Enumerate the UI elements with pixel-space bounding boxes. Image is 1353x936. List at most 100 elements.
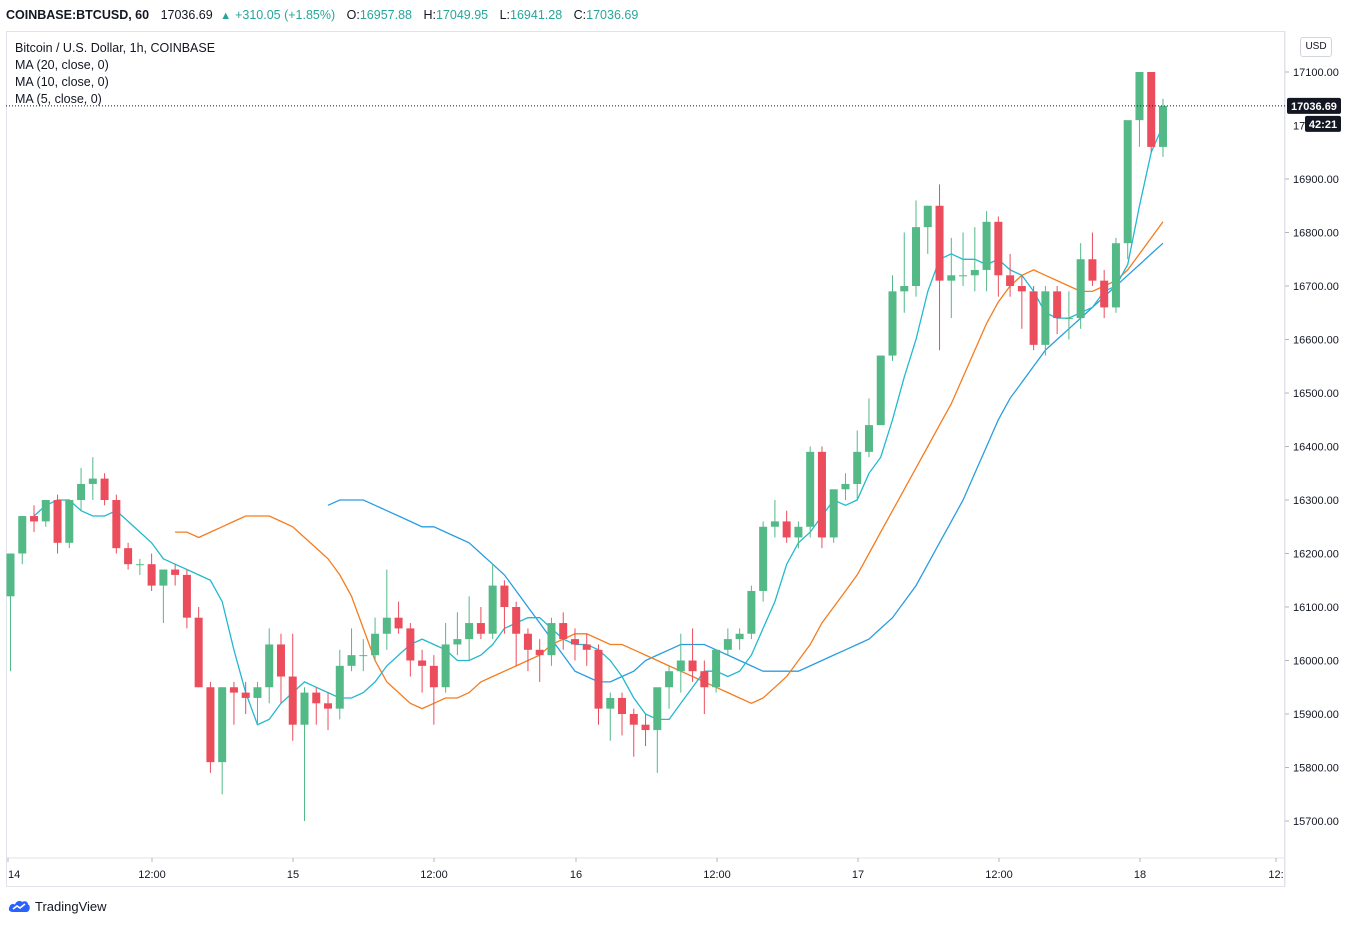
legend-ma20[interactable]: MA (20, close, 0) [15, 58, 109, 72]
candle-down [276, 644, 285, 677]
x-tick-label: 17 [852, 869, 864, 881]
candle-down [618, 697, 627, 714]
candle-down [288, 676, 297, 725]
x-tick-label: 14 [8, 869, 20, 881]
candle-up [453, 639, 462, 645]
candle-down [935, 205, 944, 281]
y-tick-label: 16700.00 [1293, 281, 1339, 293]
legend-ma10[interactable]: MA (10, close, 0) [15, 75, 109, 89]
candle-down [1147, 72, 1156, 147]
candle-down [629, 714, 638, 725]
last-price-text: 17036.69 [1291, 101, 1337, 113]
candle-up [77, 483, 86, 500]
candle-down [688, 660, 697, 672]
candle-down [171, 569, 180, 575]
y-tick-label: 15700.00 [1293, 816, 1339, 828]
y-tick-label: 17100.00 [1293, 67, 1339, 79]
candle-down [1017, 286, 1026, 292]
candle-up [841, 483, 850, 490]
ma20-series [327, 242, 1164, 683]
candle-down [429, 665, 438, 688]
time-axis[interactable]: 14 12:00 15 12:00 16 12:00 17 12:00 18 12: [7, 858, 1284, 881]
candle-down [194, 617, 203, 688]
candle-up [1123, 120, 1132, 244]
candle-down [182, 574, 191, 618]
candle-down [112, 500, 121, 549]
ma10-series [175, 221, 1164, 710]
candle-up [1135, 72, 1144, 121]
symbol-name[interactable]: COINBASE:BTCUSD, 60 [6, 8, 150, 22]
candle-up [1076, 259, 1085, 319]
symbol-header: COINBASE:BTCUSD, 60 17036.69 ▲ +310.05 (+… [6, 8, 638, 26]
candle-down [570, 639, 579, 645]
candle-up [606, 697, 615, 709]
tradingview-cloud-icon [8, 900, 30, 912]
candle-down [700, 671, 709, 688]
candle-up [1111, 243, 1120, 308]
candle-up [547, 623, 556, 656]
price-axis[interactable]: 15700.00 15800.00 15900.00 16000.00 16100.00… [1285, 67, 1339, 828]
candle-down [512, 607, 521, 634]
x-tick-label: 12:00 [420, 869, 448, 881]
candle-up [876, 355, 885, 426]
x-tick-label: 12:00 [138, 869, 166, 881]
candle-up [653, 687, 662, 731]
legend-title[interactable]: Bitcoin / U.S. Dollar, 1h, COINBASE [15, 41, 216, 55]
candle-down [1088, 259, 1097, 281]
y-tick-label: 16100.00 [1293, 602, 1339, 614]
tradingview-logo[interactable]: TradingView [7, 896, 107, 916]
candle-up [853, 451, 862, 484]
close-label: C: [573, 8, 587, 22]
candle-up [382, 617, 391, 634]
candle-down [53, 500, 62, 543]
candle-down [100, 478, 109, 500]
candle-down [817, 451, 826, 538]
candle-up [747, 590, 756, 634]
close-value: 17036.69 [586, 8, 639, 22]
low-label: L: [499, 8, 511, 22]
candle-up [1158, 105, 1167, 147]
candle-up [441, 644, 450, 688]
candle-up [265, 644, 274, 688]
candle-up [735, 633, 744, 640]
candle-down [30, 516, 39, 522]
candle-down [1100, 280, 1109, 308]
last-price-marker: 17036.69 42:21 [6, 97, 1341, 132]
countdown-text: 42:21 [1309, 119, 1337, 131]
candle-up [912, 227, 921, 286]
candle-up [300, 692, 309, 725]
candle-down [559, 623, 568, 640]
candle-up [88, 478, 97, 484]
candle-up [159, 569, 168, 586]
candle-up [759, 526, 768, 591]
candle-up [959, 275, 968, 277]
legend-ma5[interactable]: MA (5, close, 0) [15, 92, 102, 106]
candle-up [947, 275, 956, 281]
candle-up [347, 655, 356, 666]
candle-up [970, 269, 979, 276]
candle-up [218, 687, 227, 763]
open-label: O: [346, 8, 360, 22]
currency-button[interactable]: USD [1300, 37, 1332, 57]
candle-up [794, 526, 803, 538]
x-tick-label: 12:00 [703, 869, 731, 881]
candle-down [124, 548, 133, 565]
candle-down [312, 692, 321, 704]
candle-up [806, 451, 815, 527]
x-tick-label: 16 [570, 869, 582, 881]
y-tick-label: 16000.00 [1293, 656, 1339, 668]
candle-up [923, 205, 932, 228]
candle-up [888, 291, 897, 356]
x-tick-label: 12:00 [985, 869, 1013, 881]
candle-up [65, 500, 74, 543]
y-tick-label-partial: 17 [1293, 121, 1305, 133]
candle-up [864, 425, 873, 452]
y-tick-label: 16900.00 [1293, 174, 1339, 186]
x-tick-label: 18 [1134, 869, 1146, 881]
y-tick-label: 15900.00 [1293, 709, 1339, 721]
candle-up [465, 623, 474, 640]
candle-up [770, 521, 779, 527]
last-price-badge [1287, 97, 1341, 114]
y-tick-label: 15800.00 [1293, 763, 1339, 775]
